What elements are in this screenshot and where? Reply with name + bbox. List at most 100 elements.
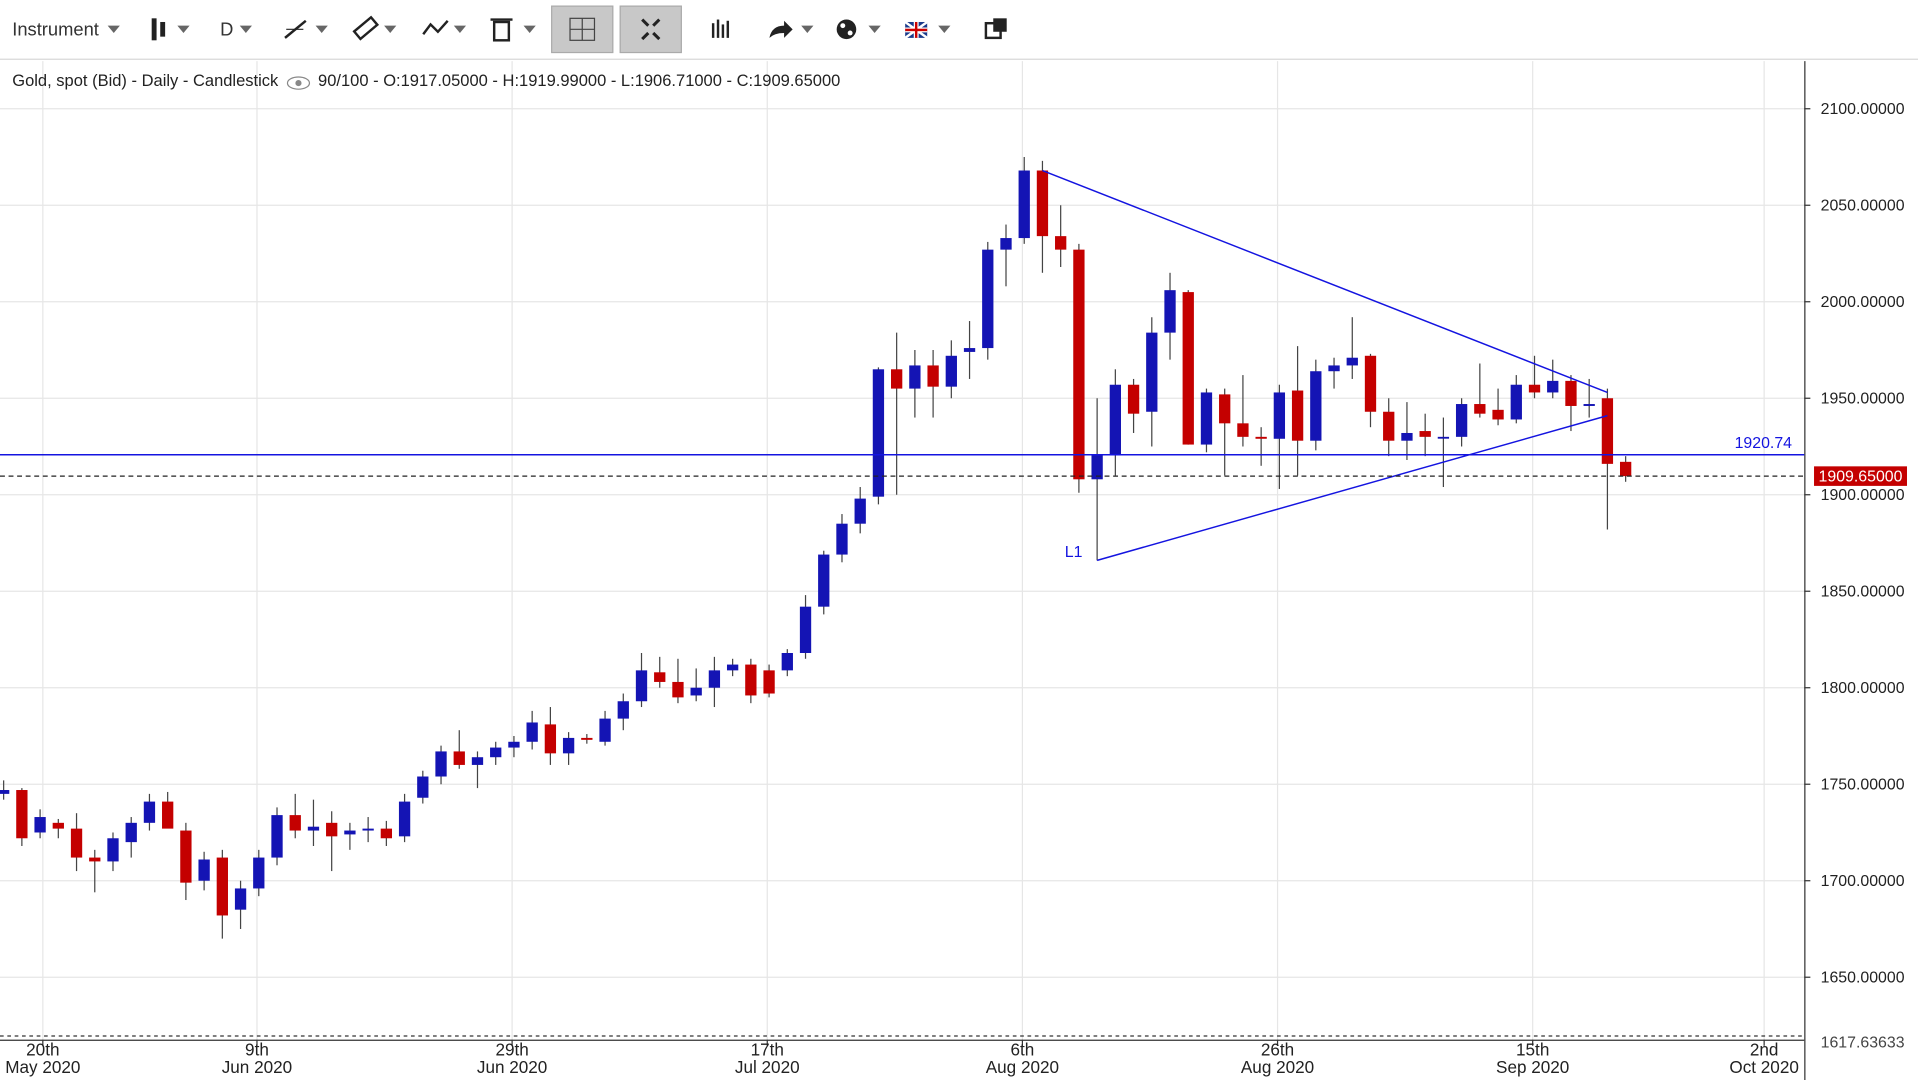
candle-body [271, 815, 283, 858]
candle-body [398, 801, 411, 837]
x-tick-month: Jun 2020 [222, 1057, 292, 1076]
candle-body [344, 830, 356, 835]
chart-type-button[interactable] [151, 18, 190, 41]
candle-body [362, 828, 374, 831]
candle-body [1565, 380, 1577, 406]
x-tick-label: 2nd Oct 2020 [1729, 1040, 1798, 1076]
popout-button[interactable] [984, 18, 1007, 40]
x-tick-month: Aug 2020 [986, 1057, 1059, 1076]
candle-body [836, 523, 848, 555]
candle-body [253, 857, 265, 889]
candle-body [216, 857, 228, 916]
y-tick-label: 1950.00000 [1821, 391, 1905, 408]
last-price-badge [1814, 466, 1907, 486]
candle-body [1328, 365, 1340, 372]
candle-body [453, 751, 465, 765]
candle-body [544, 724, 557, 754]
dropdown-arrow [107, 25, 120, 33]
fullscreen-button[interactable] [619, 5, 682, 54]
x-tick-label: 17th Jul 2020 [735, 1040, 800, 1076]
y-axis-min-label: 1617.63633 [1821, 1035, 1905, 1052]
ohlc-readout: 90/100 - O:1917.05000 - H:1919.99000 - L… [318, 72, 840, 90]
dropdown-arrow [239, 25, 252, 33]
candle-body [599, 718, 611, 742]
candle-body [1182, 292, 1194, 445]
x-tick-label: 20th May 2020 [5, 1040, 80, 1076]
candle-body [562, 737, 575, 754]
candle-body [471, 757, 484, 765]
x-tick-month: Jun 2020 [477, 1057, 547, 1076]
x-tick-month: May 2020 [5, 1057, 80, 1076]
candle-body [708, 670, 721, 688]
candle-body [872, 369, 885, 497]
candle-body [1455, 404, 1468, 437]
candle-body [982, 249, 994, 349]
candle-body [180, 830, 192, 883]
candle-body [1255, 436, 1267, 439]
share-button[interactable] [769, 20, 814, 38]
x-tick-day: 17th [751, 1040, 784, 1059]
candle-body [745, 664, 757, 696]
candle-body [1237, 423, 1249, 437]
x-tick-day: 26th [1261, 1040, 1294, 1059]
candle-body [380, 828, 393, 839]
y-tick-label: 2100.00000 [1821, 101, 1905, 118]
y-tick-label: 1800.00000 [1821, 680, 1905, 697]
candle-body [52, 822, 64, 829]
candle-body [1492, 409, 1504, 420]
indicator-button[interactable] [422, 19, 467, 35]
candle-body [1601, 398, 1614, 464]
candle-body [818, 554, 830, 607]
plot-area: 1650.00000 1700.00000 1750.00000 1800.00000… [0, 61, 1907, 1080]
candle-body [326, 822, 338, 837]
candle-body [1055, 236, 1067, 250]
candle-body [891, 369, 903, 389]
candle-body [1273, 392, 1286, 439]
level-label: 1920.74 [1735, 435, 1793, 452]
x-tick-label: 15th Sep 2020 [1496, 1040, 1569, 1076]
y-tick-label: 1650.00000 [1821, 970, 1905, 987]
candle-body [1510, 384, 1522, 420]
y-tick-label: 1850.00000 [1821, 584, 1905, 601]
delete-button[interactable] [490, 18, 536, 42]
candle-body [726, 664, 739, 671]
candle-body [654, 672, 666, 682]
candle-body [1619, 461, 1632, 477]
instrument-menu[interactable]: Instrument [12, 18, 99, 39]
candle-body [307, 826, 320, 831]
measure-button[interactable] [352, 15, 397, 41]
x-tick-day: 15th [1516, 1040, 1549, 1059]
period-menu[interactable]: D [220, 18, 233, 39]
y-tick-label: 2050.00000 [1821, 198, 1905, 215]
candle-body [1200, 392, 1213, 445]
candle-body [927, 365, 939, 387]
crosshair-button[interactable] [551, 5, 614, 54]
draw-line-button[interactable] [284, 19, 328, 39]
visibility-icon[interactable] [286, 76, 311, 90]
candle-body [70, 828, 83, 858]
last-price-label: 1909.65000 [1819, 469, 1903, 486]
volume-button[interactable] [711, 19, 730, 38]
candle-body [1437, 436, 1450, 439]
candle-body [1364, 355, 1377, 412]
candle-body [763, 670, 775, 694]
language-button[interactable] [904, 21, 951, 39]
theme-button[interactable] [836, 19, 881, 40]
trendline [1096, 414, 1608, 562]
candle-body [963, 348, 976, 352]
candle-body [799, 606, 812, 653]
candle-body [1291, 390, 1304, 441]
x-tick-label: 26th Aug 2020 [1241, 1040, 1314, 1076]
x-tick-day: 6th [1010, 1040, 1034, 1059]
candle-body [1018, 170, 1030, 239]
candle-body [781, 652, 793, 671]
candle-body [1109, 384, 1121, 455]
candle-body [89, 857, 101, 862]
x-tick-month: Aug 2020 [1241, 1057, 1314, 1076]
candle-body [581, 737, 593, 740]
x-tick-label: 29th Jun 2020 [477, 1040, 547, 1076]
candle-body [1547, 380, 1559, 393]
y-tick-label: 1900.00000 [1821, 487, 1905, 504]
